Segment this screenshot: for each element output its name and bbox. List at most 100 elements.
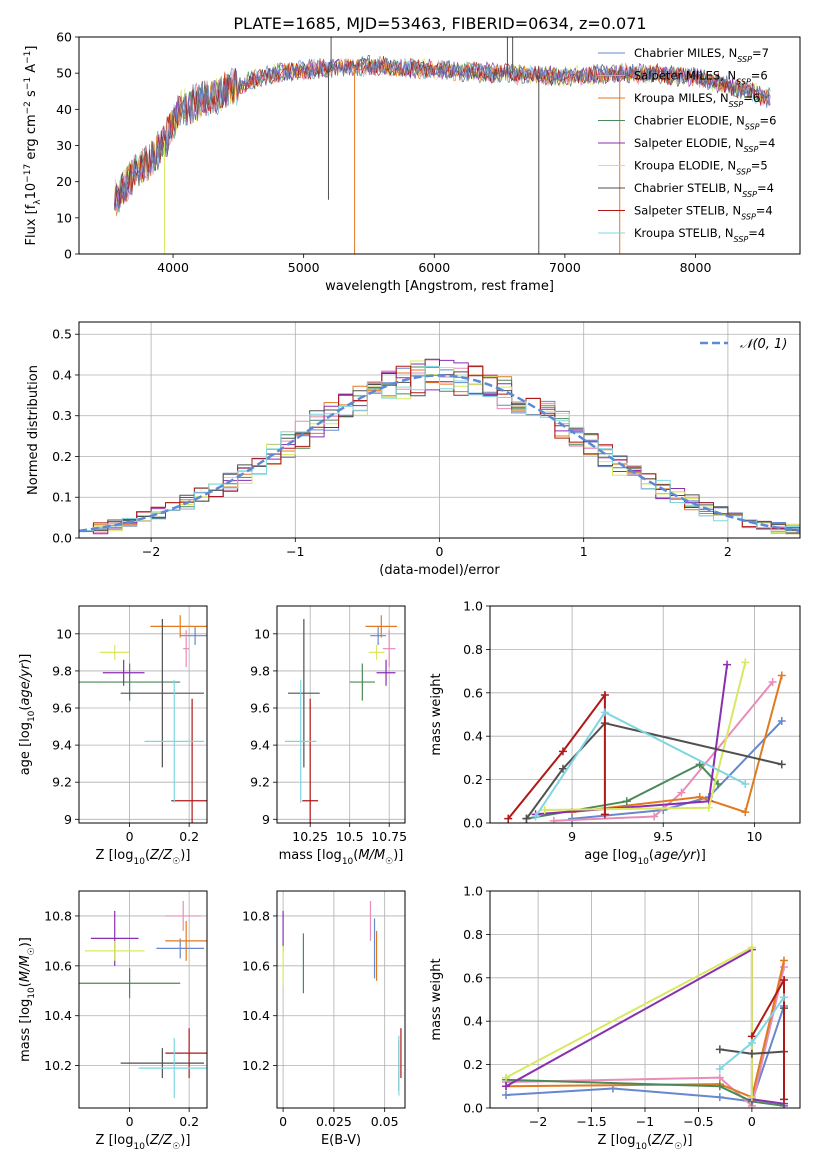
xlabel-z-age: Z [log10(Z/Z☉)]	[96, 848, 191, 867]
xtick-label-mass-age-2: 10.75	[371, 829, 407, 844]
ytick-label-mass-age-4: 9.8	[250, 663, 270, 678]
ylabel-age-weight: mass weight	[429, 673, 444, 755]
xlabel-spectrum: wavelength [Angstrom, rest frame]	[325, 279, 554, 294]
age-weight-marker-1-1	[650, 812, 659, 821]
legend-label-2: Kroupa MILES, NSSP=6	[634, 91, 760, 109]
residual-histogram-panel: −2 −1 0 1 2 0.0 0.1 0.2 0.3 0.4 0.5 (data-model)/er…	[26, 321, 801, 578]
ytick-label-age-weight-4: 0.8	[463, 642, 483, 657]
xtick-label-spectrum-0: 4000	[157, 260, 189, 275]
frame-ebv-mass	[276, 890, 406, 1109]
z-weight-marker-5-2	[747, 1093, 756, 1102]
ytick-label-spectrum-2: 20	[56, 174, 72, 189]
z-weight-marker-6-1	[747, 1049, 756, 1058]
z-weight-marker-3-1	[715, 1082, 724, 1091]
ytick-label-z-weight-5: 1.0	[463, 884, 483, 899]
legend-label-0: Chabrier MILES, NSSP=7	[634, 46, 769, 64]
z-weight-marker-7-2	[779, 1095, 788, 1104]
spectrum-panel: 4000 5000 6000 7000 8000 0 10 20 30 40 50 60 wavelen…	[23, 30, 801, 294]
xlabel-age-weight: age [log10(age/yr)]	[584, 848, 706, 867]
z-weight-marker-8-0	[715, 1064, 724, 1073]
age-weight-marker-1-2	[677, 788, 686, 797]
xtick-label-age-weight-1: 9.5	[653, 829, 673, 844]
z-age-panel: 0 0.2 9 9.2 9.4 9.6 9.8 10 Z [log10(Z/Z☉)] age [l…	[18, 605, 208, 867]
xtick-label-z-weight-0: −2	[529, 1114, 547, 1129]
xtick-label-ebv-mass-1: 0.025	[316, 1114, 352, 1129]
ytick-label-age-weight-2: 0.4	[463, 729, 483, 744]
ytick-label-residuals-1: 0.1	[52, 490, 72, 505]
ytick-label-mass-age-2: 9.4	[250, 738, 270, 753]
ytick-label-residuals-4: 0.4	[52, 367, 72, 382]
ytick-label-spectrum-0: 0	[64, 247, 72, 262]
age-weight-marker-0-3	[777, 717, 786, 726]
ytick-label-mass-age-1: 9.2	[250, 775, 270, 790]
ylabel-spectrum: Flux [fλ10−17 erg cm−2 s−1 A−1]	[23, 46, 43, 246]
mass-age-points	[284, 615, 398, 823]
legend-label-7: Salpeter STELIB, NSSP=4	[634, 204, 773, 222]
age-weight-marker-6-3	[777, 760, 786, 769]
spectrum-legend: Chabrier MILES, NSSP=7 Salpeter MILES, NS…	[598, 46, 776, 244]
normal-curve	[79, 374, 800, 533]
ytick-label-z-mass-0: 10.2	[44, 1058, 72, 1073]
ylabel-z-mass: mass [log10(M/M☉)]	[18, 937, 37, 1062]
age-weight-marker-7-1	[558, 747, 567, 756]
z-weight-marker-0-0	[502, 1090, 511, 1099]
z-weight-panel: −2 −1.5 −1 −0.5 0 0.0 0.2 0.4 0.6 0.8 1.0 Z [log10(…	[429, 884, 801, 1152]
ylabel-z-age: age [log10(age/yr)]	[18, 654, 37, 776]
z-weight-series-3	[505, 1078, 785, 1107]
xtick-label-mass-age-1: 10.5	[336, 829, 364, 844]
frame-mass-age	[276, 605, 406, 824]
xtick-label-residuals-0: −2	[142, 544, 160, 559]
z-age-points	[79, 615, 207, 823]
histogram-series-8	[79, 365, 800, 538]
age-weight-lines	[504, 658, 786, 823]
ytick-label-z-age-2: 9.4	[52, 738, 72, 753]
xtick-label-z-weight-4: 0	[748, 1114, 756, 1129]
xtick-label-z-weight-3: −0.5	[683, 1114, 713, 1129]
age-weight-marker-5-0	[540, 805, 549, 814]
ylabel-residuals: Normed distribution	[26, 365, 41, 495]
spectrum-line-0	[113, 56, 771, 211]
ytick-label-residuals-2: 0.2	[52, 449, 72, 464]
normal-legend-label: 𝒩(0, 1)	[740, 337, 787, 352]
xtick-label-spectrum-2: 6000	[418, 260, 450, 275]
ytick-label-z-age-5: 10	[56, 626, 72, 641]
ylabel-z-weight: mass weight	[429, 958, 444, 1040]
legend-label-5: Kroupa ELODIE, NSSP=5	[634, 159, 768, 177]
frame-spectrum	[78, 36, 801, 255]
z-weight-lines	[502, 943, 788, 1108]
z-weight-marker-2-3	[779, 956, 788, 965]
z-weight-marker-0-2	[715, 1093, 724, 1102]
age-weight-marker-5-1	[704, 803, 713, 812]
ytick-label-z-age-1: 9.2	[52, 775, 72, 790]
age-weight-series-4	[535, 664, 729, 816]
age-weight-marker-5-2	[741, 658, 750, 667]
ytick-label-residuals-0: 0.0	[52, 531, 72, 546]
z-weight-marker-5-1	[747, 943, 756, 952]
frame-z-weight	[489, 890, 801, 1109]
ytick-label-z-age-0: 9	[64, 812, 72, 827]
xlabel-mass-age: mass [log10(M/M☉)]	[279, 848, 404, 867]
ytick-label-spectrum-5: 50	[56, 66, 72, 81]
ytick-label-z-age-3: 9.6	[52, 701, 72, 716]
ytick-label-mass-age-3: 9.6	[250, 701, 270, 716]
ytick-label-spectrum-3: 30	[56, 138, 72, 153]
xtick-label-residuals-1: −1	[286, 544, 304, 559]
xtick-label-z-age-0: 0	[126, 829, 134, 844]
age-weight-marker-8-0	[531, 812, 540, 821]
ytick-label-ebv-mass-1: 10.4	[242, 1008, 270, 1023]
age-weight-marker-2-2	[741, 808, 750, 817]
ytick-label-ebv-mass-2: 10.6	[242, 958, 270, 973]
z-weight-marker-4-0	[502, 1082, 511, 1091]
z-weight-marker-7-1	[779, 975, 788, 984]
ytick-label-spectrum-1: 10	[56, 210, 72, 225]
figure-title: PLATE=1685, MJD=53463, FIBERID=0634, z=0…	[233, 14, 646, 33]
xtick-label-ebv-mass-2: 0.05	[371, 1114, 399, 1129]
ebv-mass-points	[282, 900, 402, 1096]
age-weight-marker-8-2	[741, 779, 750, 788]
ebv-mass-panel: 0 0.025 0.05 10.2 10.4 10.6 10.8 E(B-V)	[242, 890, 406, 1148]
legend-label-1: Salpeter MILES, NSSP=6	[634, 69, 768, 87]
age-weight-marker-2-3	[777, 671, 786, 680]
z-mass-points	[79, 900, 207, 1099]
frame-residuals	[78, 321, 801, 539]
